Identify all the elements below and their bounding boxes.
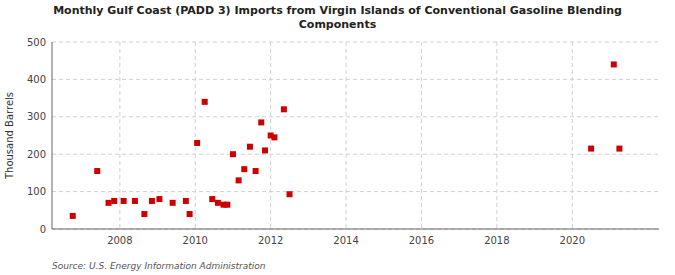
point (187, 211, 193, 217)
tick-label: 400 (27, 74, 46, 85)
tick-label: 200 (27, 149, 46, 160)
tick-label: 2010 (183, 235, 208, 246)
grid-line (52, 79, 659, 80)
point (247, 144, 253, 150)
point (287, 191, 293, 197)
point (156, 196, 162, 202)
point (121, 198, 127, 204)
grid-line (119, 42, 120, 229)
point (141, 211, 147, 217)
chart-container: 0 100 200 300 400 500 2008 2010 2012 2014 2016 2018… (0, 0, 675, 275)
point (224, 202, 230, 208)
point (70, 213, 76, 219)
point (262, 147, 268, 153)
grid-line (52, 42, 659, 43)
point (132, 198, 138, 204)
point (106, 200, 112, 206)
point (258, 119, 264, 125)
point (183, 198, 189, 204)
grid-line (346, 42, 347, 229)
point (236, 177, 242, 183)
grid-line (52, 154, 659, 155)
tick-label: 100 (27, 186, 46, 197)
point (170, 200, 176, 206)
grid (52, 42, 659, 229)
x-axis-line (52, 229, 659, 230)
point (194, 140, 200, 146)
point (253, 168, 259, 174)
point (230, 151, 236, 157)
grid-line (572, 42, 573, 229)
tick-label: 2014 (333, 235, 358, 246)
source-note: Source: U.S. Energy Information Administ… (52, 261, 266, 271)
y-axis-label: Thousand Barrels (4, 92, 15, 180)
point (271, 134, 277, 140)
points (70, 61, 623, 218)
grid-line (52, 116, 659, 117)
tick-label: 300 (27, 111, 46, 122)
grid-line (195, 42, 196, 229)
point (94, 168, 100, 174)
grid-line (52, 191, 659, 192)
point (215, 200, 221, 206)
tick-label: 2008 (107, 235, 132, 246)
point (111, 198, 117, 204)
point (611, 61, 617, 67)
point (209, 196, 215, 202)
grid-line (496, 42, 497, 229)
grid-line (52, 229, 659, 230)
tick-label: 2016 (409, 235, 434, 246)
point (241, 166, 247, 172)
y-axis-line (52, 42, 53, 229)
point (149, 198, 155, 204)
tick-label: 500 (27, 37, 46, 48)
tick-label: 2018 (484, 235, 509, 246)
point (202, 99, 208, 105)
point (281, 106, 287, 112)
chart: 0 100 200 300 400 500 2008 2010 2012 2014 2016 2018… (0, 0, 675, 275)
grid-line (421, 42, 422, 229)
tick-label: 2020 (560, 235, 585, 246)
point (616, 146, 622, 152)
tick-label: 2012 (258, 235, 283, 246)
title: Monthly Gulf Coast (PADD 3) Imports from… (53, 4, 622, 31)
point (588, 146, 594, 152)
tick-label: 0 (40, 224, 46, 235)
